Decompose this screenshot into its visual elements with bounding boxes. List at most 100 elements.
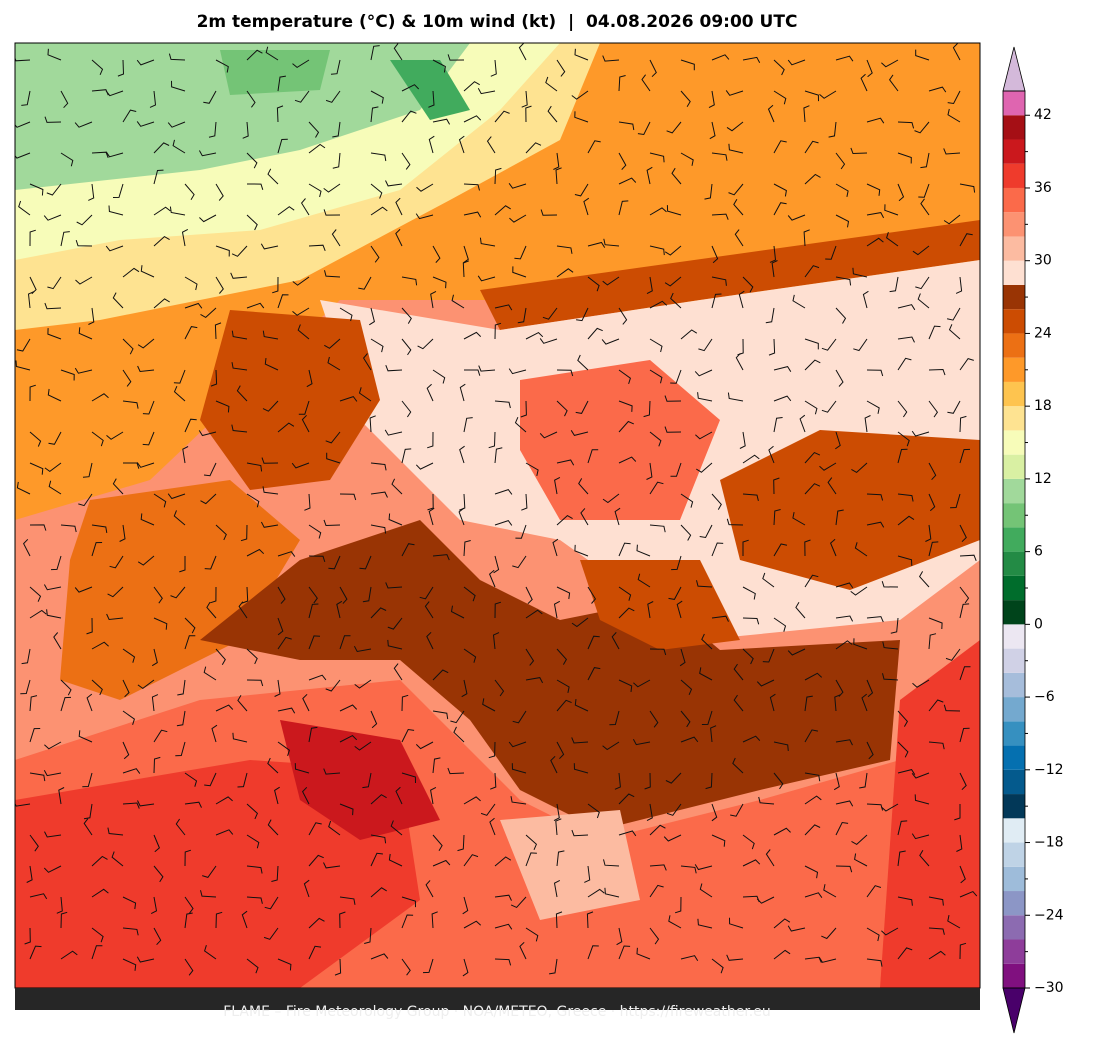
wind-barb <box>78 327 93 340</box>
wind-barb <box>204 945 217 960</box>
wind-barb <box>122 338 134 355</box>
wind-barb <box>539 338 558 344</box>
wind-barb <box>540 209 558 216</box>
wind-barb <box>517 307 527 324</box>
colorbar-tick-label: 12 <box>1034 471 1052 487</box>
wind-barb <box>200 890 217 898</box>
colorbar-box <box>1003 697 1025 722</box>
wind-barb <box>370 710 378 729</box>
wind-barb <box>211 724 218 743</box>
wind-barb <box>300 198 310 216</box>
wind-barb <box>556 679 570 693</box>
wind-barb <box>459 383 466 402</box>
wind-barb <box>580 508 589 526</box>
wind-barb <box>75 276 93 285</box>
colorbar-tick-label: −24 <box>1034 907 1064 923</box>
wind-barb <box>308 945 322 960</box>
wind-barb <box>306 369 313 388</box>
wind-barb <box>29 183 44 196</box>
wind-barb <box>866 183 881 196</box>
wind-barb <box>897 400 908 418</box>
wind-barb <box>22 538 31 557</box>
colorbar-box <box>1003 939 1025 964</box>
wind-barb <box>91 945 103 960</box>
wind-barb <box>450 710 465 724</box>
wind-barb <box>510 896 527 909</box>
wind-barb <box>646 462 653 480</box>
wind-barb <box>587 241 606 248</box>
wind-barb <box>697 392 713 402</box>
wind-barb <box>370 206 388 216</box>
wind-barb <box>928 950 946 960</box>
wind-barb <box>488 569 496 588</box>
wind-barb <box>915 276 930 290</box>
wind-barb <box>804 672 823 681</box>
wind-barb <box>430 290 437 309</box>
wind-barb <box>415 213 434 220</box>
wind-barb <box>184 896 194 914</box>
wind-barb <box>618 456 637 464</box>
wind-barb <box>362 586 372 603</box>
wind-barb <box>401 958 411 976</box>
wind-barb <box>726 954 744 961</box>
wind-barb <box>184 302 203 309</box>
wind-barb <box>773 827 791 836</box>
wind-barb <box>169 206 186 216</box>
wind-barb <box>459 445 465 464</box>
wind-barb <box>666 803 682 816</box>
wind-barb <box>463 331 482 340</box>
wind-barb <box>123 462 140 469</box>
wind-barb <box>370 834 387 844</box>
wind-barb <box>674 896 682 914</box>
wind-barb <box>137 555 155 566</box>
colorbar-extend-max <box>1002 46 1026 92</box>
wind-barb <box>670 369 682 384</box>
wind-barb <box>828 121 837 138</box>
wind-barb <box>461 679 468 698</box>
wind-barb <box>401 400 412 418</box>
wind-barb <box>482 698 496 712</box>
wind-barb <box>370 183 383 199</box>
wind-barb <box>897 357 912 371</box>
wind-barb <box>705 772 713 790</box>
wind-barb <box>237 695 248 712</box>
wind-barb <box>384 429 403 436</box>
wind-barb <box>432 710 449 720</box>
wind-barb <box>291 462 310 469</box>
wind-barb <box>618 369 631 385</box>
wind-barb <box>43 214 62 221</box>
wind-barb <box>262 400 279 412</box>
wind-barb <box>912 679 930 688</box>
wind-barb <box>47 328 62 340</box>
wind-barb <box>711 958 724 974</box>
wind-barb <box>422 958 434 974</box>
wind-barb <box>370 524 387 534</box>
wind-barb <box>60 90 69 109</box>
wind-barb <box>175 818 186 836</box>
wind-barb <box>24 927 31 945</box>
wind-barb <box>415 462 434 470</box>
wind-barb <box>804 359 821 371</box>
wind-barb <box>959 772 967 791</box>
wind-barb <box>50 555 62 571</box>
wind-barb <box>618 75 626 92</box>
wind-barb <box>664 276 682 287</box>
wind-barb <box>78 493 93 507</box>
wind-barb <box>210 369 218 387</box>
wind-barb <box>122 958 137 971</box>
wind-barb <box>920 198 930 216</box>
wind-barb <box>153 169 164 185</box>
wind-barb <box>512 710 527 724</box>
wind-barb <box>587 667 601 681</box>
wind-barb <box>835 369 844 387</box>
wind-barb <box>298 400 310 415</box>
wind-barb <box>733 663 744 681</box>
colorbar-box <box>1003 624 1025 649</box>
colorbar-box <box>1003 139 1025 164</box>
wind-barb <box>711 615 729 622</box>
wind-barb <box>897 850 906 867</box>
wind-barb <box>325 90 341 103</box>
wind-barb <box>897 947 913 960</box>
wind-barb <box>231 424 248 433</box>
wind-barb <box>200 493 217 505</box>
